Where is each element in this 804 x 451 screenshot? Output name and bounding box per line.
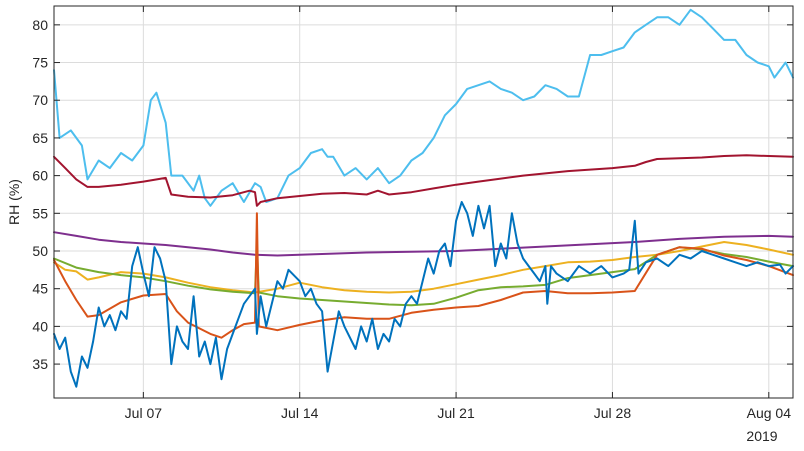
x-tick-labels: Jul 07 Jul 14 Jul 21 Jul 28 Aug 04 bbox=[125, 405, 792, 421]
series-line-2 bbox=[53, 154, 794, 207]
plot-frame bbox=[53, 5, 794, 399]
x-tick-label: Jul 21 bbox=[437, 405, 475, 421]
series-line-6 bbox=[53, 212, 794, 339]
y-tick-label: 55 bbox=[32, 205, 48, 221]
y-tick-label: 80 bbox=[32, 17, 48, 33]
series-line-7 bbox=[53, 201, 794, 388]
series-layer bbox=[53, 8, 794, 388]
series-line-1 bbox=[53, 8, 794, 207]
x-tick-label: Jul 28 bbox=[594, 405, 632, 421]
y-tick-label: 75 bbox=[32, 55, 48, 71]
y-tick-label: 35 bbox=[32, 356, 48, 372]
x-year-label: 2019 bbox=[746, 428, 777, 444]
y-tick-label: 65 bbox=[32, 130, 48, 146]
y-tick-labels: 35 40 45 50 55 60 65 70 75 80 bbox=[32, 17, 48, 372]
y-tick-label: 50 bbox=[32, 243, 48, 259]
x-tick-label: Jul 14 bbox=[281, 405, 319, 421]
y-tick-label: 45 bbox=[32, 281, 48, 297]
series-line-3 bbox=[53, 231, 794, 257]
x-tick-label: Jul 07 bbox=[125, 405, 163, 421]
plot-background bbox=[54, 6, 793, 398]
tick-marks bbox=[54, 6, 793, 398]
y-tick-label: 40 bbox=[32, 318, 48, 334]
y-tick-label: 60 bbox=[32, 168, 48, 184]
y-axis-title: RH (%) bbox=[6, 179, 22, 225]
y-tick-label: 70 bbox=[32, 92, 48, 108]
x-tick-label: Aug 04 bbox=[747, 405, 792, 421]
